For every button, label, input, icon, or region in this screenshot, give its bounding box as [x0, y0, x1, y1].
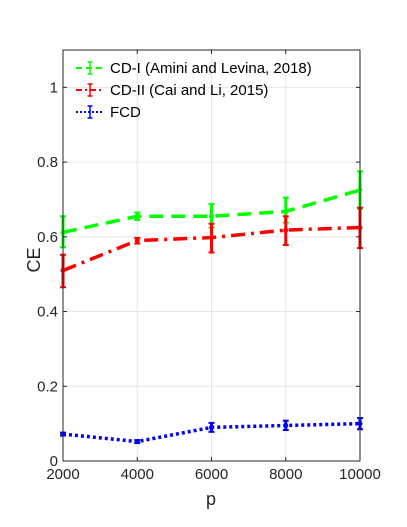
x-tick-label: 8000 — [269, 466, 302, 483]
grid — [62, 50, 361, 462]
axes — [62, 49, 361, 462]
y-tick-label: 1 — [50, 79, 58, 96]
tick-labels: 2000 4000 6000 8000 10000 0 0.2 0.4 0.6 0.8 1 — [37, 79, 381, 483]
x-axis-label: p — [206, 489, 216, 509]
y-tick-label: 0 — [50, 453, 58, 470]
y-tick-label: 0.4 — [37, 304, 58, 321]
data-point — [134, 238, 140, 244]
data-point — [134, 439, 140, 445]
y-tick-label: 0.8 — [37, 154, 58, 171]
y-tick-label: 0.2 — [37, 378, 58, 395]
x-tick-label: 10000 — [339, 466, 381, 483]
x-tick-label: 6000 — [195, 466, 228, 483]
data-point — [283, 208, 289, 214]
data-point — [209, 235, 214, 241]
legend-entry: CD-I (Amini and Levina, 2018) — [76, 60, 312, 77]
data-point — [209, 213, 214, 219]
data-point — [134, 213, 140, 219]
y-tick-label: 0.6 — [37, 229, 58, 246]
x-tick-label: 4000 — [121, 466, 154, 483]
legend-label: CD-I (Amini and Levina, 2018) — [110, 60, 312, 77]
data-point — [283, 423, 289, 429]
legend-entry: FCD — [76, 104, 141, 121]
series-line — [62, 188, 361, 235]
x-tick-label: 2000 — [46, 466, 79, 483]
data-point — [283, 227, 289, 233]
legend-entry: CD-II (Cai and Li, 2015) — [76, 82, 268, 99]
y-axis-label: CE — [24, 247, 44, 272]
legend-label: CD-II (Cai and Li, 2015) — [110, 82, 268, 99]
legend: CD-I (Amini and Levina, 2018) CD-II (Cai … — [76, 60, 312, 121]
legend-label: FCD — [110, 104, 141, 121]
data-point — [209, 424, 214, 430]
